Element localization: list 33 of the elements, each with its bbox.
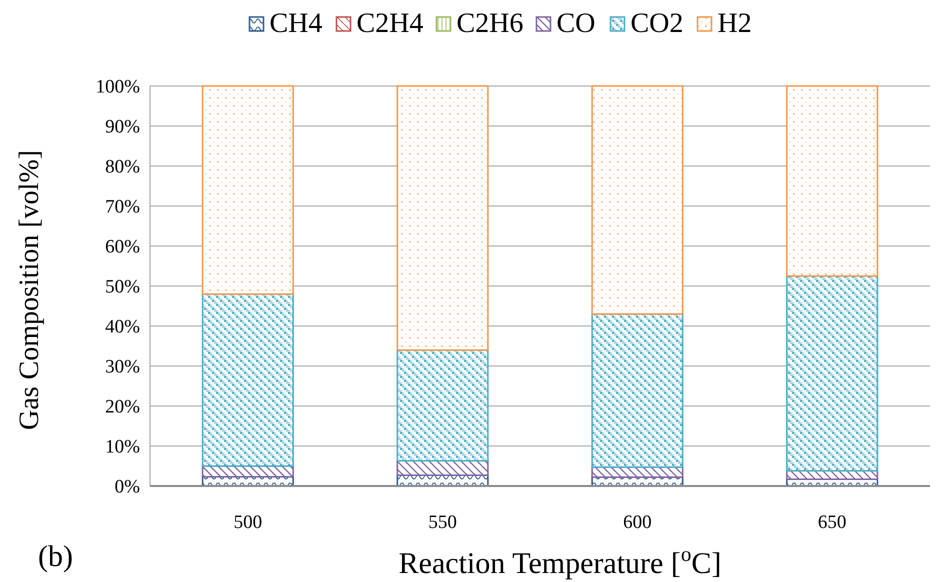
y-tick-label: 30%	[105, 356, 140, 378]
x-tick-label: 500	[234, 512, 262, 533]
y-tick-label: 0%	[114, 476, 140, 498]
x-tick-label: 550	[428, 512, 457, 533]
legend-label: C2H4	[356, 8, 424, 39]
legend-label: CO	[556, 8, 596, 39]
text: (b)	[38, 540, 73, 573]
y-tick-label: 60%	[105, 236, 140, 258]
y-tick-label: 20%	[105, 396, 140, 418]
bar	[786, 85, 878, 277]
bar	[786, 275, 878, 472]
y-tick-label: 10%	[105, 436, 140, 458]
legend-label: C2H6	[456, 8, 524, 39]
y-tick-label: 80%	[105, 156, 140, 178]
y-tick-label: 90%	[105, 116, 140, 138]
y-tick-label: 50%	[105, 276, 140, 298]
bar	[202, 85, 294, 295]
bar	[591, 85, 684, 315]
bar	[396, 85, 489, 351]
bar	[396, 460, 489, 476]
y-axis-title: Gas Composition [vol%]	[14, 150, 45, 430]
legend-label: CO2	[630, 8, 684, 39]
legend-label: H2	[718, 8, 752, 39]
x-axis-title: Reaction Temperature [$^{o}$C]	[398, 542, 722, 580]
bar	[396, 349, 489, 462]
y-tick-label: 100%	[96, 76, 140, 98]
legend-label: CH4	[270, 8, 322, 39]
bar	[591, 313, 684, 468]
x-tick-label: 600	[623, 512, 652, 533]
bar	[202, 293, 294, 467]
x-tick-label: 650	[818, 512, 846, 533]
y-tick-label: 70%	[105, 196, 140, 218]
y-tick-label: 40%	[105, 316, 140, 338]
